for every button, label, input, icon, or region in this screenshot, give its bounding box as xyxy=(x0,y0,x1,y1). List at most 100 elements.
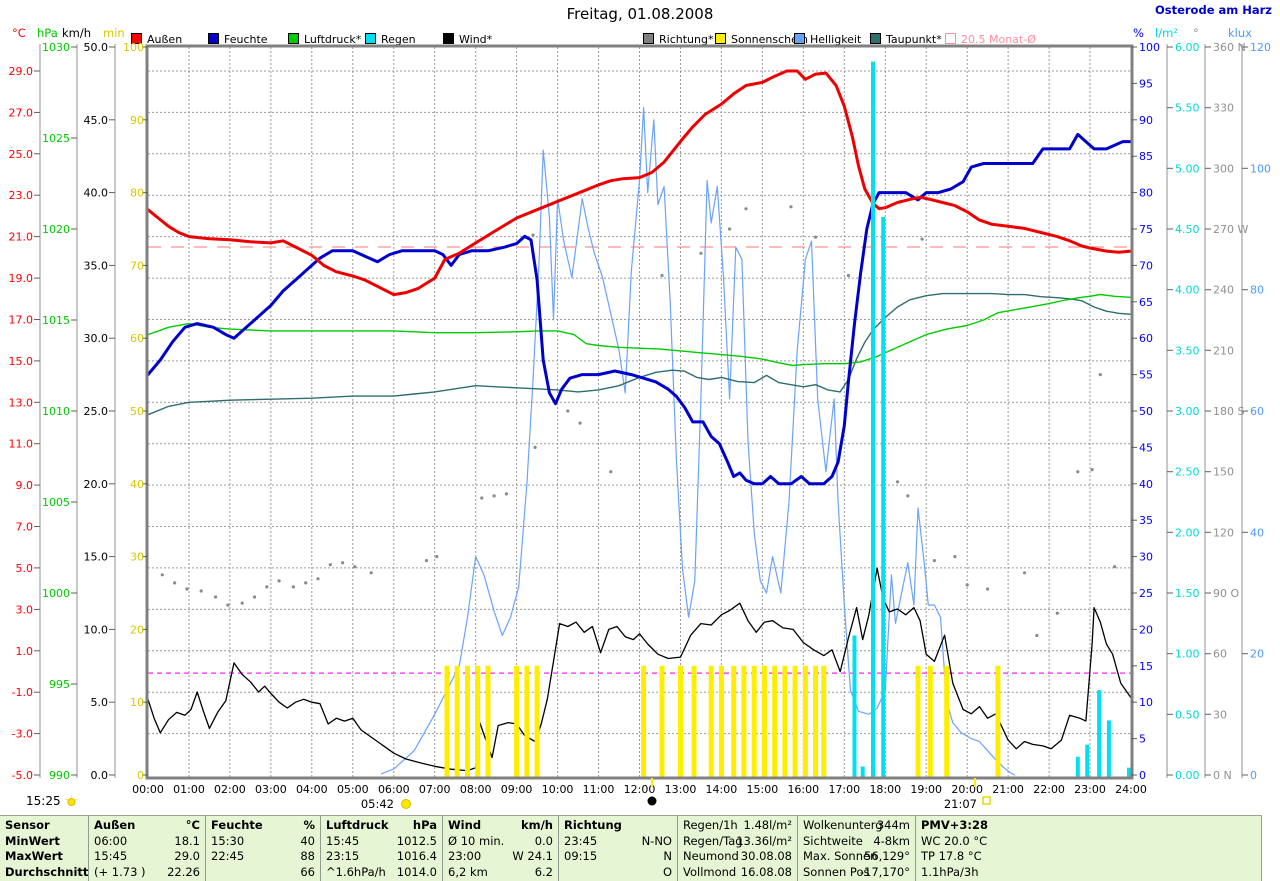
summary-value: 344m xyxy=(876,818,910,832)
legend-swatch-sonnenschein xyxy=(715,33,726,44)
summary-cell-richtung-2: 09:15 N xyxy=(559,849,677,865)
summary-text: Außen xyxy=(94,818,136,832)
svg-text:5.0: 5.0 xyxy=(91,696,109,709)
svg-text:40: 40 xyxy=(130,478,144,491)
svg-text:180 S: 180 S xyxy=(1213,405,1244,418)
svg-text:17.0: 17.0 xyxy=(9,314,34,327)
summary-value: 56,129° xyxy=(864,849,910,863)
svg-text:300: 300 xyxy=(1213,162,1234,175)
svg-text:95: 95 xyxy=(1139,77,1153,90)
summary-text: 6,2 km xyxy=(448,864,488,879)
summary-text: Sensor xyxy=(5,818,50,832)
legend-label-wind: Wind* xyxy=(459,33,493,46)
svg-text:06:00: 06:00 xyxy=(378,783,410,796)
series-luftdruck xyxy=(147,293,1132,367)
summary-cell-regen-info-0: Regen/1h 1.48l/m² xyxy=(678,818,797,834)
svg-text:15.0: 15.0 xyxy=(84,551,109,564)
svg-text:07:00: 07:00 xyxy=(419,783,451,796)
svg-text:90: 90 xyxy=(1139,114,1153,127)
day-length: 15:25 xyxy=(26,794,78,808)
summary-cell-aussen-2: 15:45 29.0 xyxy=(89,849,205,865)
svg-text:90 O: 90 O xyxy=(1213,587,1239,600)
summary-cell-wind-0: Wind km/h xyxy=(443,818,558,834)
summary-cell-regen-info-1: Regen/Tag 13.36l/m² xyxy=(678,834,797,850)
svg-text:10: 10 xyxy=(130,696,144,709)
svg-text:5: 5 xyxy=(1139,733,1146,746)
summary-text: Ø 10 min. xyxy=(448,833,505,848)
legend-swatch-monat-avg xyxy=(945,33,956,44)
summary-cell-labels-3: Durchschnitt xyxy=(0,865,88,881)
summary-text: Vollmond xyxy=(683,864,737,879)
legend-item-monat-avg: 20.5 Monat-Ø xyxy=(945,28,1036,46)
svg-text:40.0: 40.0 xyxy=(84,187,109,200)
sunset-icon xyxy=(982,796,991,805)
summary-text: Luftdruck xyxy=(326,818,389,832)
svg-text:80: 80 xyxy=(1139,187,1153,200)
gridlines xyxy=(148,47,1131,777)
summary-text: MaxWert xyxy=(5,849,63,863)
legend-swatch-regen xyxy=(365,33,376,44)
svg-text:0.00: 0.00 xyxy=(1175,769,1200,782)
svg-text:990: 990 xyxy=(49,769,70,782)
svg-text:5.0: 5.0 xyxy=(16,562,34,575)
summary-value: 22.26 xyxy=(167,864,200,879)
summary-text: Max. Sonnen xyxy=(803,849,878,863)
svg-text:7.0: 7.0 xyxy=(16,521,34,534)
svg-text:1025: 1025 xyxy=(42,132,70,145)
svg-text:01:00: 01:00 xyxy=(173,783,205,796)
legend-label-feuchte: Feuchte xyxy=(224,33,268,46)
svg-text:12:00: 12:00 xyxy=(624,783,656,796)
svg-text:1020: 1020 xyxy=(42,223,70,236)
svg-text:55: 55 xyxy=(1139,369,1153,382)
summary-value: 1012.5 xyxy=(396,833,437,848)
svg-text:21:00: 21:00 xyxy=(992,783,1024,796)
moon-icon xyxy=(647,796,657,806)
summary-text: WC 20.0 °C xyxy=(921,833,988,848)
summary-cell-sonne-info-1: Sichtweite 4-8km xyxy=(798,834,915,850)
svg-text:5.50: 5.50 xyxy=(1175,102,1200,115)
svg-text:1005: 1005 xyxy=(42,496,70,509)
legend-item-luftdruck: Luftdruck* xyxy=(288,28,361,46)
svg-text:2.50: 2.50 xyxy=(1175,466,1200,479)
summary-value: 66 xyxy=(300,864,315,879)
svg-text:23.0: 23.0 xyxy=(9,189,34,202)
axis-header-kmh: km/h xyxy=(62,26,92,40)
axis-kmh: 50.0 45.0 40.0 35.0 30.0 25.0 20.0 15.0 10.0 5.0 0… xyxy=(84,41,116,782)
svg-text:5.00: 5.00 xyxy=(1175,162,1200,175)
summary-text: TP 17.8 °C xyxy=(921,849,982,863)
svg-text:9.0: 9.0 xyxy=(16,479,34,492)
svg-text:20: 20 xyxy=(1250,648,1264,661)
svg-text:3.00: 3.00 xyxy=(1175,405,1200,418)
summary-text: Durchschnitt xyxy=(5,864,89,879)
legend-label-regen: Regen xyxy=(381,33,416,46)
series-sonnenschein xyxy=(444,665,1001,777)
series-taupunkt xyxy=(147,292,1132,416)
svg-text:0: 0 xyxy=(1139,769,1146,782)
summary-col-luftdruck: Luftdruck hPa 15:45 1012.5 23:15 1016.4 ^1.6hP… xyxy=(320,816,442,881)
legend-swatch-taupunkt xyxy=(870,33,881,44)
summary-text: PMV+3:28 xyxy=(921,818,989,832)
svg-text:75: 75 xyxy=(1139,223,1153,236)
svg-text:08:00: 08:00 xyxy=(460,783,492,796)
svg-text:40: 40 xyxy=(1139,478,1153,491)
summary-cell-wind-3: 6,2 km 6.2 xyxy=(443,865,558,881)
summary-text: 06:00 xyxy=(94,833,128,848)
svg-text:65: 65 xyxy=(1139,296,1153,309)
axis-deg: 360 N 330 300 270 W 240 210 180 S 150 120 90 O 60 3… xyxy=(1204,41,1248,782)
summary-value: -17,170° xyxy=(859,864,910,879)
axis-percent: 1009590858075706560555045403530252015105… xyxy=(1131,41,1160,782)
svg-text:22:00: 22:00 xyxy=(1033,783,1065,796)
summary-col-richtung: Richtung 23:45 N-NO 09:15 N O xyxy=(558,816,677,881)
sunrise-time: 05:42 xyxy=(361,797,394,811)
summary-text: 09:15 xyxy=(564,849,598,863)
svg-text:25: 25 xyxy=(1139,587,1153,600)
summary-col-pmv-info: PMV+3:28 WC 20.0 °C TP 17.8 °C 1.1hPa/3h xyxy=(915,816,1261,881)
svg-text:15: 15 xyxy=(1139,660,1153,673)
summary-cell-aussen-1: 06:00 18.1 xyxy=(89,834,205,850)
svg-text:1.00: 1.00 xyxy=(1175,648,1200,661)
legend-label-luftdruck: Luftdruck* xyxy=(304,33,362,46)
legend-item-aussen: Außen xyxy=(131,28,182,46)
svg-text:27.0: 27.0 xyxy=(9,106,34,119)
